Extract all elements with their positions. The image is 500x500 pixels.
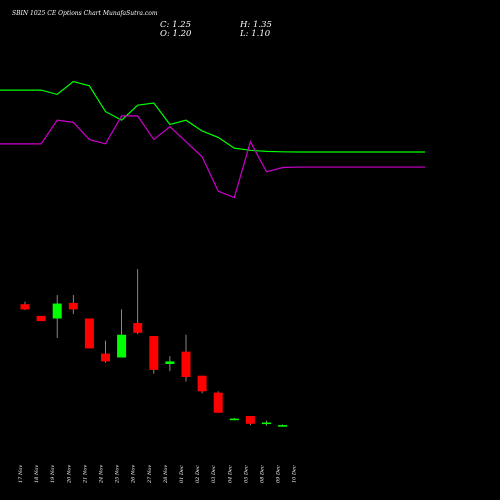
candle-body — [36, 315, 46, 322]
candle-body — [181, 351, 191, 377]
x-tick-label: 10 Dec — [292, 465, 298, 483]
candle-body — [213, 392, 223, 413]
x-tick-label: 03 Dec — [211, 465, 217, 483]
x-tick-label: 18 Nov — [34, 465, 40, 483]
candle — [181, 334, 191, 382]
low-readout: L: 1.10 — [239, 29, 271, 39]
x-tick-label: 20 Nov — [66, 465, 72, 484]
candle — [68, 295, 78, 314]
moving-averages — [0, 80, 425, 199]
candle — [36, 315, 46, 322]
candle-body — [197, 375, 207, 392]
candle — [84, 318, 94, 349]
x-tick-label: 05 Dec — [243, 465, 249, 483]
x-tick-label: 26 Nov — [131, 465, 137, 484]
candle-body — [68, 302, 78, 310]
candle-body — [117, 334, 127, 358]
candle — [52, 295, 62, 338]
high-readout: H: 1.35 — [239, 20, 272, 30]
candle — [101, 340, 110, 363]
candle — [245, 416, 255, 426]
x-tick-label: 09 Dec — [276, 465, 282, 483]
x-tick-label: 27 Nov — [147, 465, 153, 484]
chart-title: SBIN 1025 CE Options Chart MunafaSutra.c… — [12, 10, 158, 17]
candle-body — [165, 361, 175, 364]
x-tick-label: 01 Dec — [179, 465, 185, 483]
candle-body — [84, 318, 94, 349]
candle-body — [229, 418, 239, 421]
candle-body — [245, 416, 255, 424]
candle — [262, 420, 271, 426]
close-readout: C: 1.25 — [160, 20, 191, 30]
x-tick-label: 25 Nov — [115, 465, 121, 484]
x-tick-label: 08 Dec — [260, 465, 266, 483]
x-tick-label: 28 Nov — [163, 465, 169, 484]
x-tick-label: 02 Dec — [195, 465, 201, 483]
candle — [20, 301, 30, 311]
ma-fast-line — [0, 80, 425, 153]
candle — [165, 356, 175, 372]
x-tick-label: 17 Nov — [18, 465, 24, 483]
candle-body — [133, 323, 143, 333]
candle-body — [149, 336, 159, 370]
ma-slow-line — [0, 115, 425, 199]
open-readout: O: 1.20 — [160, 29, 192, 39]
candle-body — [20, 304, 30, 310]
candle-body — [262, 422, 271, 425]
candle — [133, 269, 143, 335]
x-axis: 17 Nov 18 Nov 19 Nov 20 Nov 21 Nov 24 Nov 25 N… — [18, 465, 298, 484]
candle — [117, 309, 127, 358]
candle — [213, 391, 223, 413]
candles — [20, 269, 288, 427]
candle-body — [278, 425, 288, 427]
x-tick-label: 21 Nov — [82, 465, 88, 484]
x-tick-label: 04 Dec — [227, 465, 233, 483]
x-tick-label: 19 Nov — [50, 465, 56, 483]
candle — [149, 336, 159, 374]
candle — [229, 417, 239, 421]
candle-body — [52, 303, 62, 319]
x-tick-label: 24 Nov — [99, 465, 105, 484]
candle-body — [101, 353, 110, 362]
candle — [197, 375, 207, 394]
candle — [278, 424, 288, 427]
